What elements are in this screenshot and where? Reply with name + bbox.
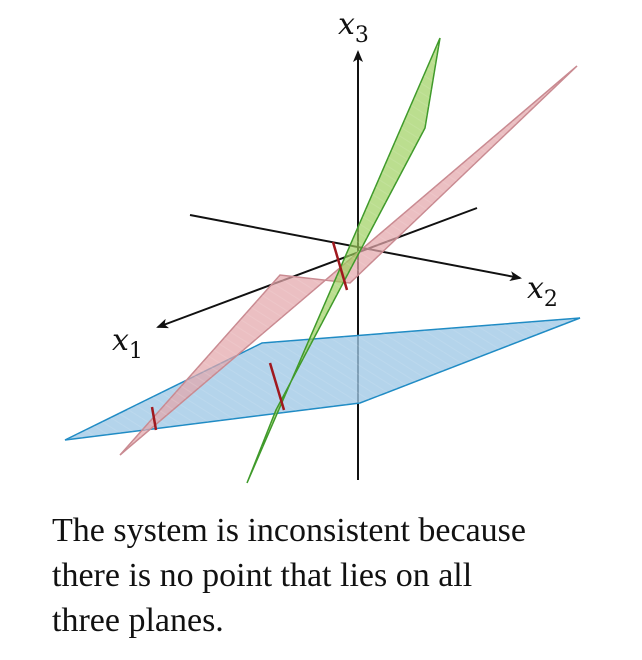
caption-line-3: three planes.	[52, 602, 224, 639]
red-green-intersection-line	[331, 241, 349, 291]
three-planes-diagram: x3 x2 x1	[64, 7, 581, 484]
x2-axis-label: x2	[527, 271, 558, 312]
x1-axis-label: x1	[112, 323, 143, 364]
caption-line-1: The system is inconsistent because	[52, 512, 527, 549]
green-plane-texture	[247, 38, 440, 483]
blue-plane-texture	[65, 318, 580, 440]
x3-axis-label: x3	[338, 7, 369, 48]
x1-axis	[156, 207, 478, 329]
red-blue-intersection-line	[150, 406, 158, 431]
caption-line-2: there is no point that lies on all	[52, 557, 473, 594]
figure-caption: The system is inconsistent because there…	[52, 508, 622, 643]
green-blue-intersection-line	[268, 362, 286, 411]
